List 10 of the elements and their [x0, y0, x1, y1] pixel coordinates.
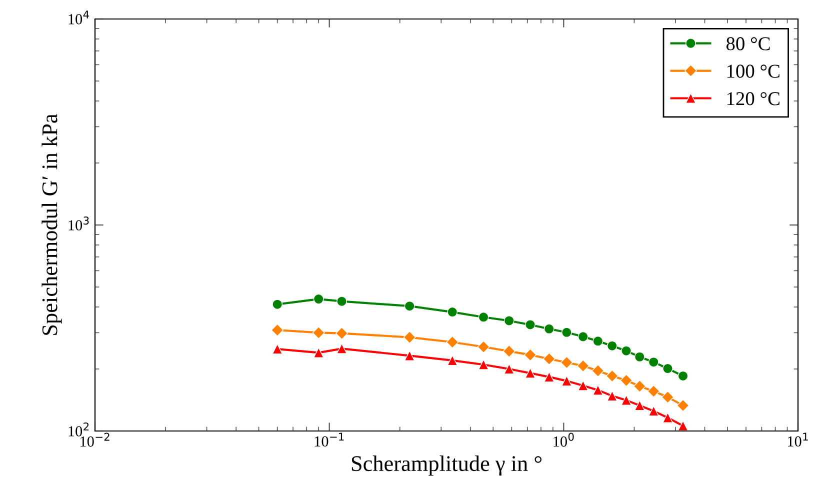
x-axis-title: Scheramplitude γ in ° — [352, 455, 542, 476]
y-tick-label: 10$^{4}$ — [68, 10, 90, 24]
y-axis-title: Speichermodul G′ in kPa — [42, 114, 62, 335]
legend-label: 80 °C — [726, 37, 770, 50]
legend-label: 120 °C — [727, 92, 780, 106]
x-tick-label: 10$^{−1}$ — [314, 432, 344, 447]
legend-label: 100 °C — [727, 64, 780, 78]
x-tick-label: 10$^{0}$ — [554, 432, 574, 447]
x-tick-label: 10$^{1}$ — [788, 432, 808, 447]
y-tick-label: 10$^{3}$ — [68, 216, 89, 230]
